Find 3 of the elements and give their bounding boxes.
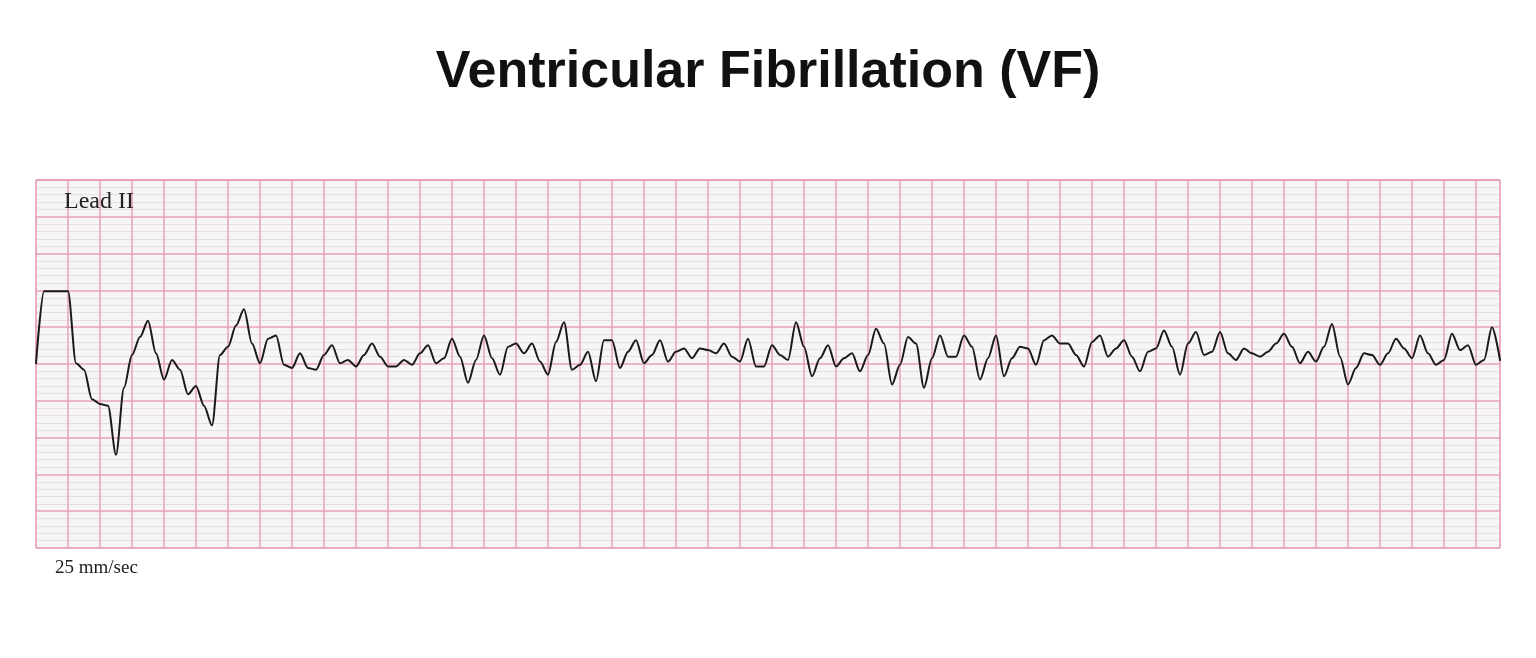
text: 25 mm/sec <box>55 556 138 577</box>
chart-title: Ventricular Fibrillation (VF) <box>435 40 1101 98</box>
text: Lead II <box>64 187 134 213</box>
